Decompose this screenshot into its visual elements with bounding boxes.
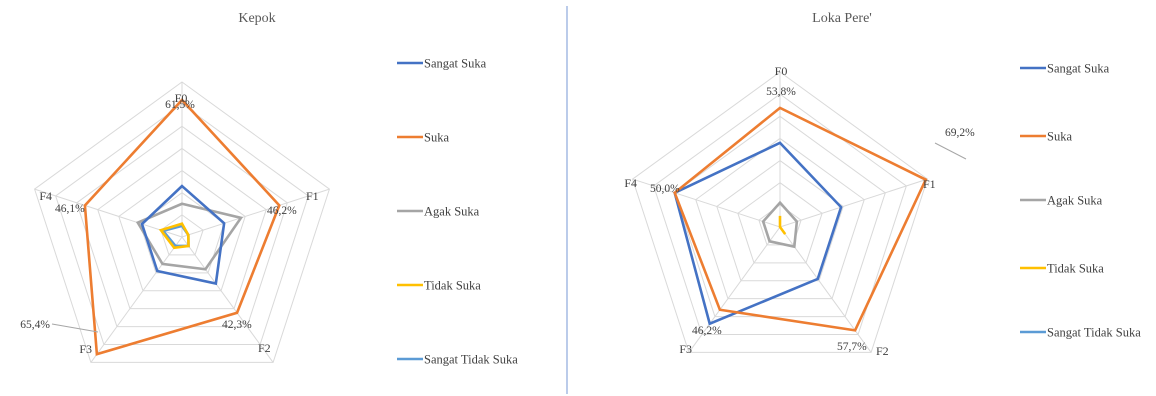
radar-chart-2: Loka Pere' F0 F1 F2 F3 F4 53,8% 69,2% 57,7% 46,2%… (624, 11, 1141, 358)
legend: Sangat Suka Suka Agak Suka Tidak Suka Sangat… (1020, 62, 1141, 340)
series-line-agak-suka (761, 200, 799, 249)
series-line-suka (673, 106, 928, 332)
legend-item: Agak Suka (1020, 194, 1103, 208)
series-line-suka (83, 98, 281, 356)
grid-ring (737, 182, 823, 264)
grid-ring (631, 71, 929, 353)
chart-title: Loka Pere' (812, 11, 872, 26)
data-label: 46,2% (267, 205, 297, 217)
axis-label-f4: F4 (624, 176, 637, 190)
radar-grid (33, 81, 331, 363)
data-label: 57,7% (837, 341, 867, 353)
grid-ring (653, 93, 907, 335)
data-label: 42,3% (222, 319, 252, 331)
axis-label-f1: F1 (923, 177, 936, 191)
legend-item: Sangat Suka (397, 57, 487, 71)
grid-ring (118, 169, 246, 292)
radar-spoke (688, 226, 781, 353)
data-label: 53,8% (766, 86, 796, 98)
legend-label: Agak Suka (1047, 194, 1103, 208)
radar-chart-1: Kepok F0 F1 F2 F3 F4 61,5% 46,2% 42,3% 65,4% 46,1%… (20, 11, 518, 367)
chart-title: Kepok (238, 11, 275, 26)
legend-item: Sangat Tidak Suka (397, 353, 518, 367)
legend-label: Tidak Suka (424, 279, 481, 293)
data-label: 65,4% (20, 319, 50, 331)
axis-label-f0: F0 (775, 64, 788, 78)
legend-label: Sangat Tidak Suka (424, 353, 518, 367)
legend-item: Agak Suka (397, 205, 480, 219)
legend-label: Sangat Tidak Suka (1047, 326, 1141, 340)
data-label-leader (934, 142, 967, 160)
legend-item: Sangat Suka (1020, 62, 1110, 76)
series-line-sangat-suka (673, 141, 843, 326)
data-label: 69,2% (945, 127, 975, 139)
grid-ring (160, 214, 204, 256)
legend-item: Suka (1020, 130, 1072, 144)
legend-item: Tidak Suka (1020, 262, 1104, 276)
axis-label-f2: F2 (876, 344, 889, 358)
radar-spoke (632, 178, 781, 228)
legend-label: Agak Suka (424, 205, 480, 219)
radar-spoke (181, 188, 330, 238)
axis-label-f2: F2 (258, 341, 271, 355)
grid-ring (97, 147, 267, 310)
legend-label: Tidak Suka (1047, 262, 1104, 276)
grid-ring (33, 81, 331, 363)
radar-spoke (181, 236, 274, 363)
data-label: 61,5% (165, 99, 195, 111)
axis-label-f3: F3 (679, 342, 692, 356)
legend-item: Suka (397, 131, 449, 145)
legend-label: Suka (1047, 130, 1072, 144)
legend-item: Tidak Suka (397, 279, 481, 293)
data-label: 50,0% (650, 183, 680, 195)
grid-ring (55, 103, 309, 345)
series-line-sangat-suka (140, 184, 226, 286)
series-line-tidak-suka (158, 222, 190, 250)
axis-label-f4: F4 (39, 189, 52, 203)
radar-grid (631, 71, 929, 353)
legend-label: Sangat Suka (1047, 62, 1110, 76)
legend: Sangat Suka Suka Agak Suka Tidak Suka Sangat… (397, 57, 518, 367)
grid-ring (76, 125, 288, 328)
axis-label-f3: F3 (79, 342, 92, 356)
radar-spoke (90, 236, 183, 363)
axis-label-f1: F1 (306, 189, 319, 203)
data-label: 46,1% (55, 203, 85, 215)
radar-spoke (34, 188, 183, 238)
legend-item: Sangat Tidak Suka (1020, 326, 1141, 340)
axis-label-f0: F0 (175, 91, 188, 105)
grid-ring (695, 137, 865, 300)
data-label-leader (51, 323, 99, 333)
data-label: 46,2% (692, 325, 722, 337)
radar-spoke (779, 178, 928, 228)
series-line-tidak-suka (778, 215, 787, 235)
legend-label: Suka (424, 131, 449, 145)
legend-label: Sangat Suka (424, 57, 487, 71)
